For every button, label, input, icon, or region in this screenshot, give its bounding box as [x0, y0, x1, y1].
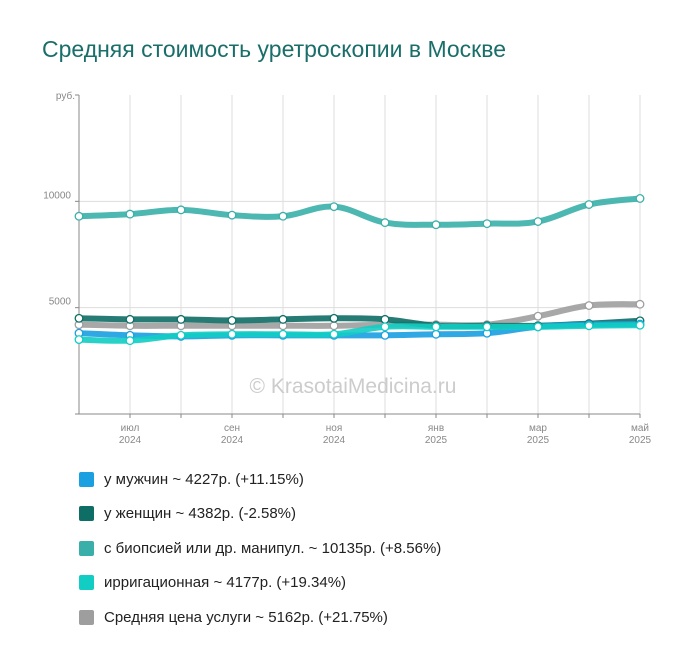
watermark: © KrasotaiMedicina.ru — [250, 375, 457, 398]
series-line — [76, 322, 643, 344]
data-point — [329, 313, 339, 323]
legend-swatch — [79, 540, 94, 556]
x-tick-label-month: ноя — [326, 423, 343, 434]
x-tick-label-month: сен — [224, 423, 240, 434]
data-point — [227, 329, 237, 339]
grid — [79, 95, 641, 414]
x-tick-label-year: 2025 — [527, 435, 550, 446]
legend-label: ирригационная ~ 4177р. (+19.34%) — [104, 574, 347, 592]
axes: 100005000руб.июл2024сен2024ноя2024янв202… — [43, 90, 651, 446]
data-point — [278, 314, 288, 324]
data-point — [125, 314, 135, 324]
legend-swatch — [79, 506, 94, 522]
data-point — [176, 314, 186, 324]
data-point — [431, 220, 441, 230]
data-point — [635, 299, 645, 309]
legend: у мужчин ~ 4227р. (+11.15%) у женщин ~ 43… — [79, 462, 441, 635]
x-tick-label-year: 2024 — [221, 435, 244, 446]
data-point — [329, 321, 339, 331]
legend-item[interactable]: Средняя цена услуги ~ 5162р. (+21.75%) — [79, 600, 441, 635]
y-unit-label: руб. — [56, 90, 75, 102]
legend-swatch — [79, 471, 94, 487]
data-point — [635, 194, 645, 203]
series-line — [76, 195, 643, 228]
data-point — [380, 218, 390, 228]
data-point — [584, 200, 594, 209]
legend-item[interactable]: у мужчин ~ 4227р. (+11.15%) — [79, 462, 441, 497]
series-line — [76, 301, 643, 329]
data-point — [584, 321, 594, 331]
y-tick-label: 5000 — [49, 297, 72, 308]
data-point — [74, 313, 84, 323]
data-point — [125, 209, 135, 219]
y-tick-label: 10000 — [43, 190, 71, 201]
legend-item[interactable]: ирригационная ~ 4177р. (+19.34%) — [79, 566, 441, 601]
data-point — [482, 322, 492, 332]
data-point — [584, 301, 594, 310]
data-point — [329, 329, 339, 339]
legend-item[interactable]: с биопсией или др. манипул. ~ 10135р. (+… — [79, 531, 441, 566]
data-point — [227, 315, 237, 325]
series-points — [74, 194, 645, 346]
data-point — [176, 330, 186, 340]
data-point — [125, 336, 135, 346]
data-point — [380, 322, 390, 332]
x-tick-label-month: июл — [121, 423, 140, 434]
legend-label: Средняя цена услуги ~ 5162р. (+21.75%) — [104, 608, 388, 626]
line-chart: © KrasotaiMedicina.ru 100005000руб.июл20… — [43, 90, 651, 446]
data-point — [533, 311, 543, 321]
legend-swatch — [79, 575, 94, 591]
data-point — [431, 322, 441, 332]
x-tick-label-month: май — [631, 423, 649, 434]
legend-label: у женщин ~ 4382р. (-2.58%) — [104, 505, 296, 523]
legend-swatch — [79, 609, 94, 625]
data-point — [635, 320, 645, 330]
data-point — [431, 329, 441, 339]
x-tick-label-month: янв — [428, 423, 444, 434]
data-point — [380, 314, 390, 324]
series-lines — [76, 195, 643, 344]
data-point — [74, 335, 84, 345]
data-point — [74, 211, 84, 221]
legend-item[interactable]: у женщин ~ 4382р. (-2.58%) — [79, 497, 441, 532]
x-tick-label-year: 2025 — [629, 435, 652, 446]
x-tick-label-year: 2025 — [425, 435, 448, 446]
x-tick-label-year: 2024 — [323, 435, 346, 446]
legend-label: с биопсией или др. манипул. ~ 10135р. (+… — [104, 539, 442, 557]
data-point — [176, 205, 186, 215]
data-point — [278, 211, 288, 221]
x-tick-label-year: 2024 — [119, 435, 142, 446]
data-point — [227, 210, 237, 220]
data-point — [482, 219, 492, 229]
data-point — [380, 330, 390, 340]
data-point — [533, 322, 543, 332]
data-point — [278, 329, 288, 339]
chart-title: Средняя стоимость уретроскопии в Москве — [42, 36, 506, 62]
legend-label: у мужчин ~ 4227р. (+11.15%) — [104, 470, 304, 488]
data-point — [533, 217, 543, 226]
x-tick-label-month: мар — [529, 423, 547, 434]
data-point — [329, 202, 339, 212]
